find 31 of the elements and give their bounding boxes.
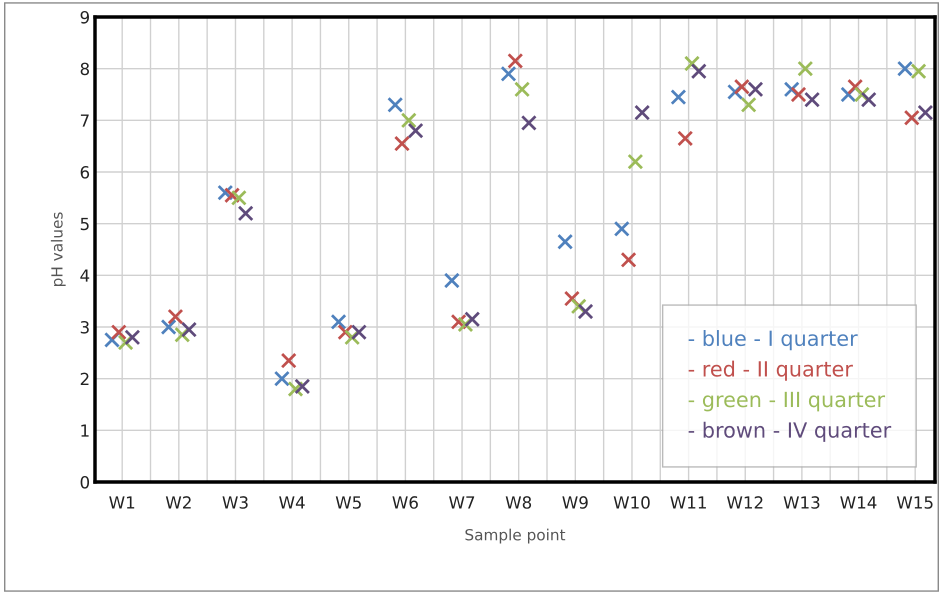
x-tick-label: W14 bbox=[840, 496, 876, 509]
x-tick-label: W2 bbox=[166, 496, 191, 509]
x-tick-label: W1 bbox=[109, 496, 134, 509]
y-tick-label: 6 bbox=[80, 166, 90, 179]
text: - brown - IV quarter bbox=[688, 422, 892, 442]
y-tick-label: 3 bbox=[80, 320, 89, 334]
x-tick-label: W3 bbox=[222, 496, 248, 509]
x-tick-label: W11 bbox=[670, 496, 706, 509]
x-tick-label: W13 bbox=[784, 496, 820, 509]
y-tick-label: 1 bbox=[81, 424, 89, 437]
text: - green - III quarter bbox=[688, 392, 886, 412]
x-tick-label: W12 bbox=[726, 496, 762, 509]
y-tick-label: 4 bbox=[80, 270, 90, 282]
x-tick-label: W15 bbox=[896, 496, 933, 509]
x-tick-label: W7 bbox=[449, 496, 474, 509]
text: - blue - I quarter bbox=[688, 330, 858, 350]
y-tick-label: 9 bbox=[80, 10, 89, 24]
y-tick-label: 0 bbox=[80, 476, 90, 489]
x-tick-label: W4 bbox=[279, 496, 305, 509]
y-tick-label: 8 bbox=[80, 62, 89, 76]
x-axis-title: Sample point bbox=[465, 528, 566, 544]
x-tick-label: W5 bbox=[336, 496, 361, 509]
y-tick-label: 5 bbox=[80, 218, 89, 230]
y-tick-label: 7 bbox=[80, 114, 89, 127]
text: - red - II quarter bbox=[688, 360, 853, 381]
y-tick-label: 2 bbox=[80, 372, 88, 385]
y-axis-title: pH values bbox=[50, 212, 66, 286]
x-tick-label: W6 bbox=[392, 496, 418, 509]
x-tick-label: W8 bbox=[506, 496, 532, 509]
x-tick-label: W10 bbox=[614, 496, 650, 509]
x-tick-label: W9 bbox=[562, 496, 588, 509]
